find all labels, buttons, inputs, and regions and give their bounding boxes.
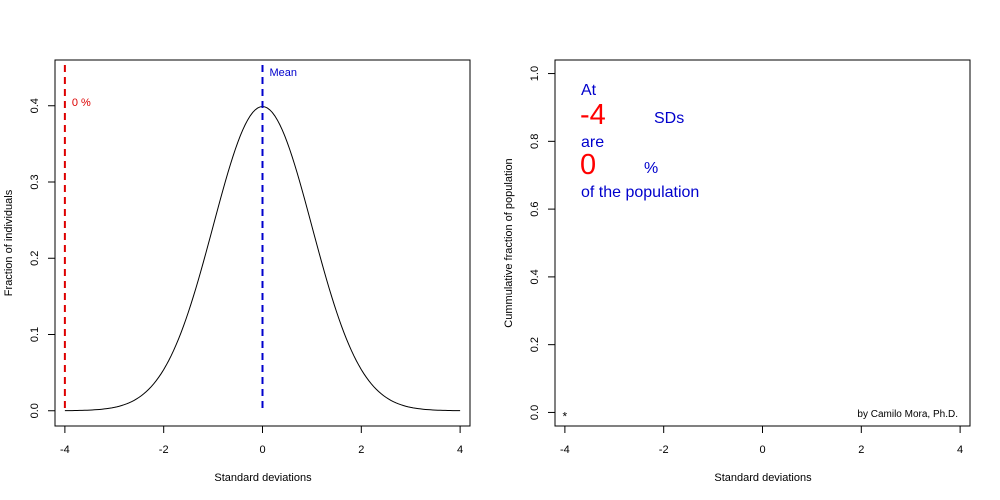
left-x-tick-label: 0 xyxy=(259,444,265,456)
left-y-tick-label: 0.3 xyxy=(29,174,41,189)
left-x-axis: -4 -2 0 2 4 xyxy=(60,425,463,456)
left-y-tick-label: 0.2 xyxy=(29,251,41,266)
left-y-axis-label: Fraction of individuals xyxy=(3,189,15,296)
left-x-axis-label: Standard deviations xyxy=(214,472,312,484)
right-x-tick-label: 4 xyxy=(957,444,963,456)
right-y-tick-label: 1.0 xyxy=(529,66,541,81)
sd-marker-label: 0 % xyxy=(72,97,91,109)
left-x-tick-label: -2 xyxy=(159,444,169,456)
right-plot-frame xyxy=(554,59,971,427)
left-y-tick-label: 0.4 xyxy=(29,98,41,113)
right-y-tick-label: 0.8 xyxy=(529,134,541,149)
right-y-tick-label: 0.4 xyxy=(529,269,541,284)
left-y-tick-label: 0.1 xyxy=(29,327,41,342)
right-y-tick-label: 0.2 xyxy=(529,337,541,352)
annotation-sd-value: -4 xyxy=(580,99,606,131)
annotation-at: At xyxy=(581,82,597,99)
right-x-tick-label: -4 xyxy=(560,444,570,456)
left-data-layer: 0 % Mean xyxy=(63,65,461,412)
right-x-tick-label: 0 xyxy=(759,444,765,456)
credit-text: by Camilo Mora, Ph.D. xyxy=(857,409,958,420)
annotation-tail: of the population xyxy=(581,184,699,201)
right-x-tick-label: 2 xyxy=(858,444,864,456)
right-chart: -4 -2 0 2 4 0.0 0.2 0.4 0.6 0.8 1.0 Standard devi… xyxy=(503,59,971,484)
left-y-axis: 0.0 0.1 0.2 0.3 0.4 xyxy=(29,98,56,418)
right-y-axis: 0.0 0.2 0.4 0.6 0.8 1.0 xyxy=(529,66,556,420)
left-y-tick-label: 0.0 xyxy=(29,403,41,418)
right-x-axis-label: Standard deviations xyxy=(714,472,812,484)
data-point-marker: * xyxy=(563,409,568,423)
mean-label: Mean xyxy=(270,67,298,79)
annotation-pct-unit: % xyxy=(644,160,658,177)
right-x-tick-label: -2 xyxy=(659,444,669,456)
right-y-tick-label: 0.0 xyxy=(529,405,541,420)
annotation-pct-value: 0 xyxy=(580,149,596,181)
right-data-layer: * xyxy=(563,409,568,423)
left-x-tick-label: -4 xyxy=(60,444,70,456)
right-x-axis: -4 -2 0 2 4 xyxy=(560,425,963,456)
left-x-tick-label: 2 xyxy=(358,444,364,456)
right-y-axis-label: Cummulative fraction of population xyxy=(503,158,515,327)
annotation-sd-unit: SDs xyxy=(654,110,684,127)
left-x-tick-label: 4 xyxy=(457,444,463,456)
right-y-tick-label: 0.6 xyxy=(529,201,541,216)
left-chart: -4 -2 0 2 4 0.0 0.1 0.2 0.3 0.4 Standard deviati… xyxy=(3,59,471,484)
annotation-are: are xyxy=(581,134,604,151)
